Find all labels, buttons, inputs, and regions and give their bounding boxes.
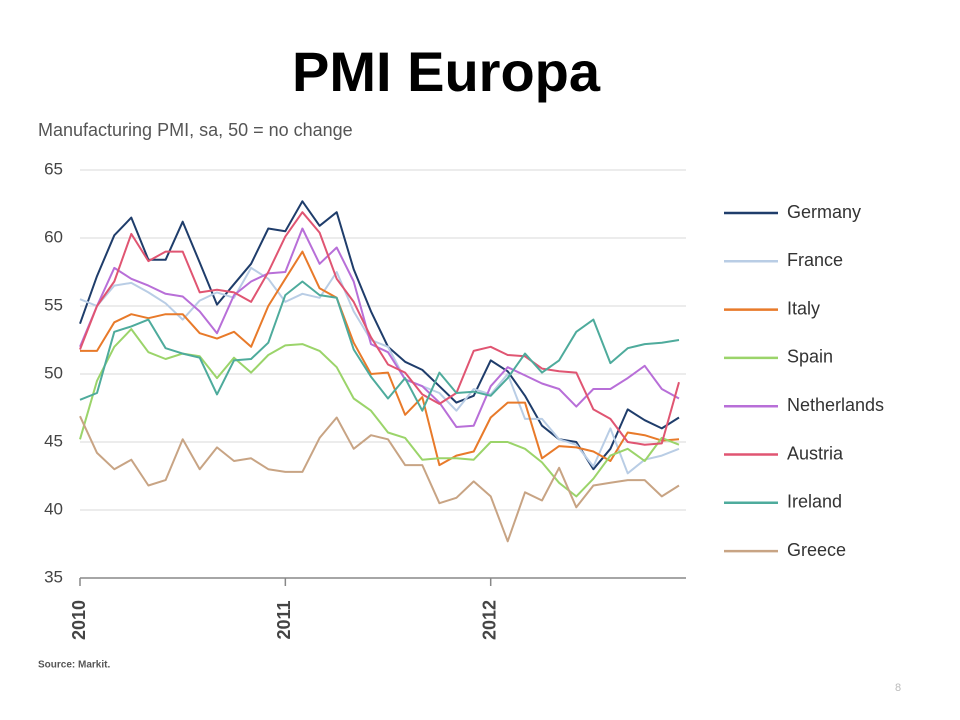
y-tick-label: 40 xyxy=(44,499,63,518)
y-tick-label: 35 xyxy=(44,567,63,586)
legend-label: Germany xyxy=(787,202,861,222)
series-line xyxy=(80,250,680,467)
legend-label: Greece xyxy=(787,540,846,560)
series-line xyxy=(79,328,680,498)
y-tick-label: 65 xyxy=(44,159,63,178)
x-tick-label: 2010 xyxy=(69,600,89,640)
series-line xyxy=(79,227,680,428)
chart-subtitle: Manufacturing PMI, sa, 50 = no change xyxy=(38,120,353,140)
x-tick-label: 2011 xyxy=(274,600,294,639)
series-line xyxy=(79,415,680,543)
slide-title: PMI Europa xyxy=(292,40,601,103)
source-note: Source: Markit. xyxy=(38,660,110,671)
y-tick-label: 55 xyxy=(44,295,63,314)
legend-label: France xyxy=(787,250,843,270)
series-line xyxy=(79,211,680,446)
legend-label: Spain xyxy=(787,347,833,367)
legend-label: Italy xyxy=(787,298,820,318)
series-line xyxy=(79,280,680,412)
legend-label: Ireland xyxy=(787,492,842,512)
x-tick-label: 2012 xyxy=(479,600,499,640)
y-tick-label: 60 xyxy=(44,227,63,246)
page-number: 8 xyxy=(895,682,901,694)
legend-label: Austria xyxy=(787,443,844,463)
y-tick-label: 50 xyxy=(44,363,63,382)
legend-label: Netherlands xyxy=(787,395,884,415)
series-line xyxy=(79,200,680,471)
y-tick-label: 45 xyxy=(44,431,63,450)
